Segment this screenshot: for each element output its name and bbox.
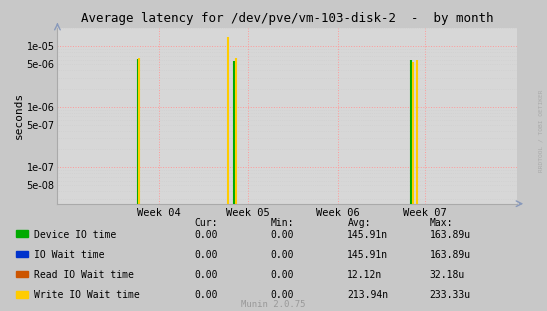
- Text: 233.33u: 233.33u: [429, 290, 470, 300]
- Text: 0.00: 0.00: [194, 230, 218, 240]
- Text: Munin 2.0.75: Munin 2.0.75: [241, 300, 306, 309]
- Text: RRDTOOL / TOBI OETIKER: RRDTOOL / TOBI OETIKER: [538, 89, 543, 172]
- Text: Device IO time: Device IO time: [34, 230, 116, 240]
- Text: 163.89u: 163.89u: [429, 250, 470, 260]
- Text: 0.00: 0.00: [194, 270, 218, 280]
- Text: 0.00: 0.00: [271, 270, 294, 280]
- Text: 145.91n: 145.91n: [347, 230, 388, 240]
- Text: 0.00: 0.00: [271, 230, 294, 240]
- Text: 32.18u: 32.18u: [429, 270, 464, 280]
- Text: Avg:: Avg:: [347, 218, 371, 228]
- Text: 145.91n: 145.91n: [347, 250, 388, 260]
- Text: Cur:: Cur:: [194, 218, 218, 228]
- Text: 0.00: 0.00: [271, 250, 294, 260]
- Text: Write IO Wait time: Write IO Wait time: [34, 290, 139, 300]
- Text: 0.00: 0.00: [194, 250, 218, 260]
- Text: 213.94n: 213.94n: [347, 290, 388, 300]
- Text: Read IO Wait time: Read IO Wait time: [34, 270, 134, 280]
- Text: Min:: Min:: [271, 218, 294, 228]
- Title: Average latency for /dev/pve/vm-103-disk-2  -  by month: Average latency for /dev/pve/vm-103-disk…: [81, 12, 493, 26]
- Text: 163.89u: 163.89u: [429, 230, 470, 240]
- Y-axis label: seconds: seconds: [14, 92, 24, 139]
- Text: 0.00: 0.00: [194, 290, 218, 300]
- Text: IO Wait time: IO Wait time: [34, 250, 104, 260]
- Text: Max:: Max:: [429, 218, 453, 228]
- Text: 12.12n: 12.12n: [347, 270, 382, 280]
- Text: 0.00: 0.00: [271, 290, 294, 300]
